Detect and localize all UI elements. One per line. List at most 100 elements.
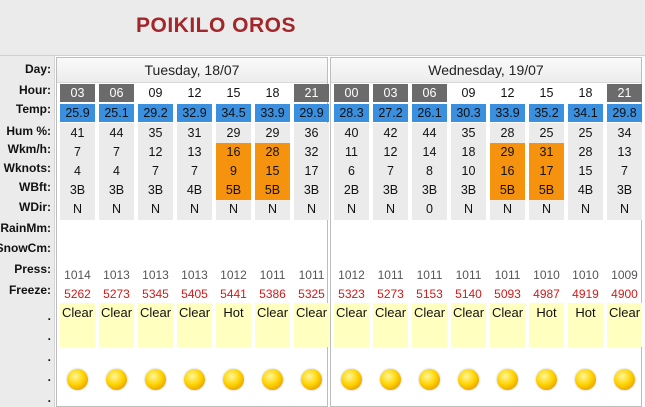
hour-cell: 18 [568, 84, 603, 102]
pressure-cell: 1011 [455, 268, 482, 282]
wind-direction-cell: N [72, 202, 83, 216]
humidity-cell: 25 [578, 126, 593, 140]
humidity-cell: 34 [617, 126, 632, 140]
humidity-cell: 29 [226, 126, 241, 140]
wind-kmh-cell: 7 [113, 145, 120, 159]
temp-cell: 28.3 [334, 104, 369, 122]
sun-icon [145, 369, 166, 390]
wind-direction-cell: N [267, 202, 278, 216]
day-header: Wednesday, 19/07 [331, 58, 641, 83]
wind-kmh-cell: 16 [226, 145, 241, 159]
row-label: . [47, 391, 51, 405]
condition-cell: Clear [491, 305, 524, 320]
freezing-level-cell: 5405 [181, 287, 208, 301]
hour-column: 06 25.1 44 7 4 3B N 1013 5273 Clear [99, 84, 134, 406]
temp-cell: 26.1 [412, 104, 447, 122]
wind-kmh-cell: 29 [500, 145, 515, 159]
wind-knots-cell: 7 [387, 164, 394, 178]
row-background [451, 123, 486, 220]
wind-knots-cell: 7 [152, 164, 159, 178]
wind-knots-cell: 15 [578, 164, 593, 178]
temp-cell: 29.8 [607, 104, 642, 122]
hour-column: 00 28.3 40 11 6 2B N 1012 5323 Clear [334, 84, 369, 406]
location-title: POIKILO OROS [136, 14, 297, 37]
day-panel: Tuesday, 18/07 03 25.9 41 7 4 3B N 1014 5262 Clear… [56, 57, 329, 407]
temp-cell: 33.9 [490, 104, 525, 122]
hour-column: 09 30.3 35 18 10 3B N 1011 5140 Clear [451, 84, 486, 406]
humidity-cell: 29 [265, 126, 280, 140]
pressure-cell: 1013 [103, 268, 130, 282]
wind-knots-cell: 7 [621, 164, 628, 178]
condition-background [412, 303, 447, 347]
wind-direction-cell: N [150, 202, 161, 216]
sun-icon [341, 369, 362, 390]
row-label: Temp: [15, 102, 51, 116]
row-label: Press: [14, 262, 51, 276]
row-label: . [47, 350, 51, 364]
row-label: WBft: [19, 180, 51, 194]
humidity-cell: 28 [500, 126, 515, 140]
condition-background [451, 303, 486, 347]
wind-beaufort-cell: 3B [147, 183, 164, 197]
sun-icon [419, 369, 440, 390]
humidity-cell: 35 [461, 126, 476, 140]
condition-background [529, 303, 564, 347]
row-label: WDir: [19, 200, 51, 214]
temp-cell: 32.9 [177, 104, 212, 122]
freezing-level-cell: 5153 [416, 287, 443, 301]
hour-cell: 12 [490, 84, 525, 102]
hour-cell: 18 [255, 84, 290, 102]
hour-column: 03 27.2 42 12 7 3B N 1011 5273 Clear [373, 84, 408, 406]
row-background [568, 123, 603, 220]
temp-cell: 34.5 [216, 104, 251, 122]
wind-knots-cell: 15 [265, 164, 280, 178]
wind-beaufort-cell: 3B [382, 183, 399, 197]
row-background [373, 123, 408, 220]
pressure-cell: 1011 [416, 268, 443, 282]
row-label: RainMm: [0, 221, 51, 235]
humidity-cell: 25 [539, 126, 554, 140]
wind-kmh-cell: 13 [187, 145, 202, 159]
wind-beaufort-cell: 5B [264, 183, 281, 197]
hour-cell: 03 [373, 84, 408, 102]
condition-cell: Clear [413, 305, 446, 320]
wind-kmh-cell: 31 [539, 145, 554, 159]
freezing-level-cell: 5386 [259, 287, 286, 301]
hour-cell: 09 [451, 84, 486, 102]
wind-beaufort-cell: 5B [499, 183, 516, 197]
condition-background [255, 303, 290, 347]
freezing-level-cell: 4987 [533, 287, 560, 301]
wind-knots-cell: 7 [191, 164, 198, 178]
wind-beaufort-cell: 3B [69, 183, 86, 197]
strong-wind-highlight [490, 143, 525, 200]
wind-kmh-cell: 18 [461, 145, 476, 159]
wind-knots-cell: 16 [500, 164, 515, 178]
hour-column: 21 29.8 34 13 7 3B N 1009 4900 Clear [607, 84, 642, 406]
freezing-level-cell: 5093 [494, 287, 521, 301]
wind-beaufort-cell: 3B [303, 183, 320, 197]
wind-beaufort-cell: 4B [577, 183, 594, 197]
wind-knots-cell: 4 [113, 164, 120, 178]
wind-beaufort-cell: 3B [421, 183, 438, 197]
condition-cell: Clear [256, 305, 289, 320]
wind-direction-cell: N [111, 202, 122, 216]
condition-cell: Clear [295, 305, 328, 320]
row-background [177, 123, 212, 220]
row-label: Wkm/h: [7, 142, 51, 156]
pressure-cell: 1013 [181, 268, 208, 282]
condition-cell: Clear [61, 305, 94, 320]
condition-background [294, 303, 329, 347]
sun-icon [614, 369, 635, 390]
sun-icon [380, 369, 401, 390]
wind-knots-cell: 10 [461, 164, 476, 178]
wind-direction-cell: N [306, 202, 317, 216]
wind-kmh-cell: 14 [422, 145, 437, 159]
hour-cell: 21 [294, 84, 329, 102]
humidity-cell: 44 [422, 126, 437, 140]
wind-direction-cell: N [463, 202, 474, 216]
sun-icon [458, 369, 479, 390]
hour-column: 18 34.1 25 28 15 4B N 1010 4919 Hot [568, 84, 603, 406]
freezing-level-cell: 5273 [103, 287, 130, 301]
condition-cell: Clear [100, 305, 133, 320]
wind-direction-cell: N [580, 202, 591, 216]
